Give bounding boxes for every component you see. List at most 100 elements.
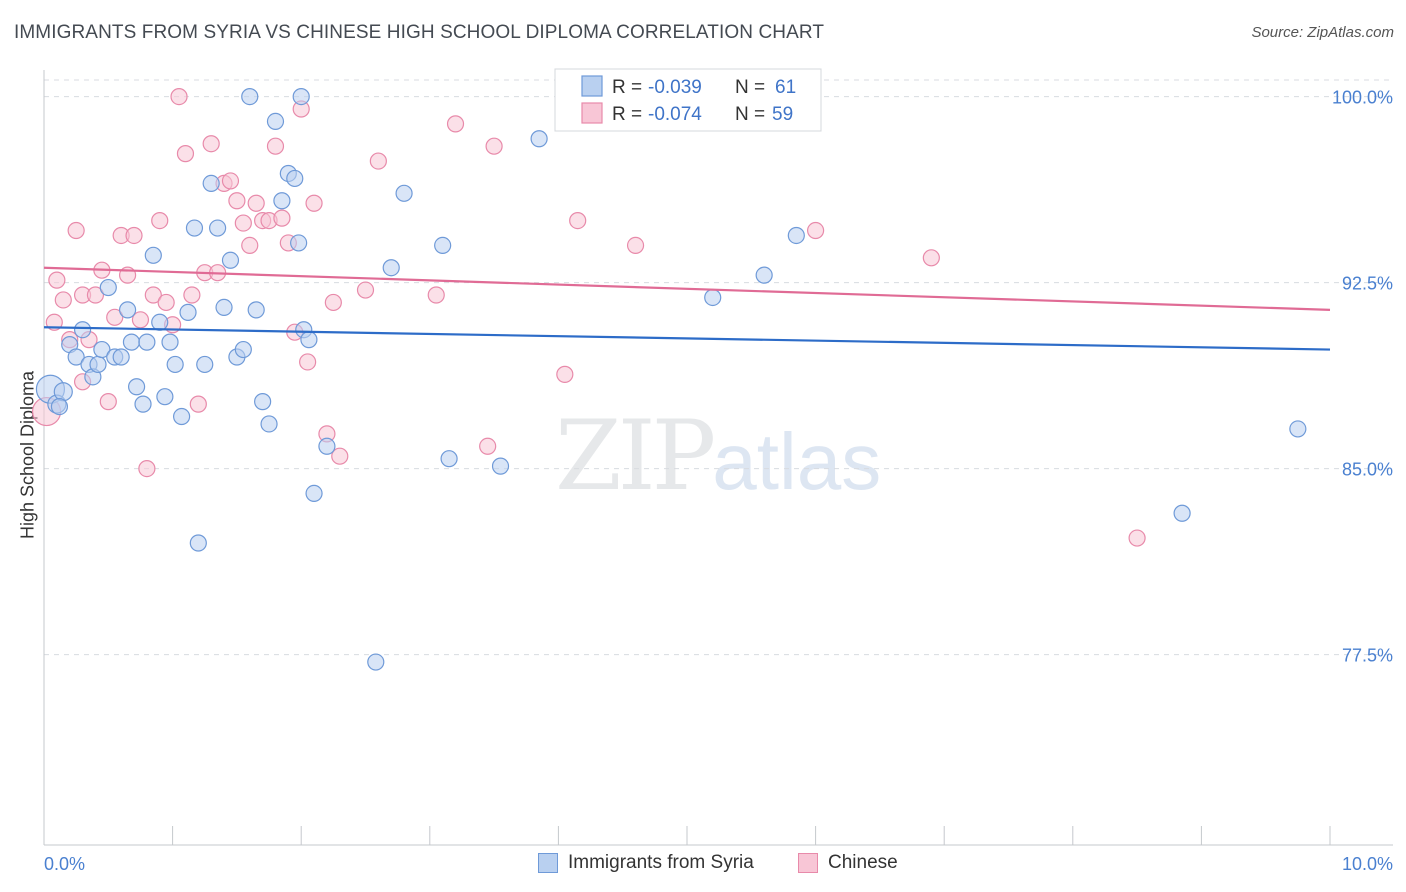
point-syria-5 — [73, 321, 92, 339]
point-syria-16 — [134, 395, 152, 413]
point-chinese-22 — [176, 145, 195, 163]
series-chinese — [31, 87, 1146, 547]
x-tick-label-0: 0.0% — [44, 854, 85, 874]
point-chinese-50 — [479, 437, 497, 455]
point-syria-34 — [241, 87, 259, 106]
bottom-legend: Immigrants from Syria Chinese — [0, 852, 1406, 880]
point-chinese-57 — [1128, 529, 1146, 547]
point-chinese-54 — [626, 236, 645, 254]
point-syria-52 — [440, 450, 458, 468]
point-syria-26 — [189, 534, 207, 552]
point-syria-56 — [755, 266, 773, 284]
point-chinese-46 — [356, 281, 375, 299]
point-syria-42 — [290, 234, 308, 252]
point-chinese-17 — [144, 286, 162, 304]
watermark: ZIPatlas — [555, 400, 881, 512]
legend-n-value-chinese: 59 — [772, 104, 793, 125]
legend-item-chinese[interactable]: Chinese — [798, 852, 898, 874]
point-chinese-51 — [485, 137, 503, 155]
point-chinese-42 — [305, 194, 323, 212]
point-chinese-53 — [569, 212, 587, 230]
source-label: Source: ZipAtlas.com — [1251, 24, 1394, 41]
point-syria-58 — [1173, 504, 1191, 522]
point-syria-33 — [234, 340, 252, 359]
point-chinese-44 — [331, 447, 349, 465]
point-syria-12 — [112, 348, 130, 366]
point-syria-19 — [151, 313, 169, 331]
point-chinese-49 — [446, 115, 465, 133]
point-chinese-55 — [806, 221, 825, 240]
point-syria-28 — [202, 174, 220, 192]
point-chinese-36 — [266, 137, 285, 155]
axes — [43, 70, 1393, 846]
point-chinese-10 — [99, 393, 117, 411]
point-syria-10 — [99, 278, 117, 297]
point-syria-25 — [185, 219, 204, 237]
legend-r-label-chinese: R = — [612, 104, 642, 125]
point-chinese-48 — [427, 286, 445, 304]
point-chinese-11 — [106, 308, 124, 326]
point-chinese-18 — [151, 212, 169, 230]
point-syria-21 — [161, 333, 179, 351]
series-immigrants-from-syria — [35, 87, 1307, 671]
point-chinese-21 — [170, 87, 188, 106]
point-syria-23 — [173, 407, 191, 426]
point-chinese-19 — [157, 293, 175, 312]
point-syria-37 — [260, 415, 278, 433]
point-chinese-30 — [228, 192, 246, 210]
point-syria-48 — [367, 653, 385, 671]
legend-swatch-syria-bottom — [538, 853, 558, 873]
tick-labels: 77.5% 85.0% 92.5% 100.0% 0.0% 10.0% — [44, 88, 1393, 874]
watermark-atlas: atlas — [712, 417, 882, 506]
point-chinese-41 — [299, 353, 317, 371]
point-syria-47 — [318, 437, 336, 455]
point-chinese-29 — [221, 172, 240, 190]
legend-n-label-chinese: N = — [735, 104, 765, 125]
legend-swatch-chinese — [581, 102, 603, 124]
point-chinese-32 — [241, 236, 259, 254]
point-syria-20 — [156, 388, 174, 406]
chart-title: IMMIGRANTS FROM SYRIA VS CHINESE HIGH SC… — [14, 22, 825, 43]
point-chinese-47 — [369, 152, 387, 170]
point-syria-13 — [118, 301, 137, 319]
y-tick-label-2: 92.5% — [1342, 274, 1393, 294]
point-chinese-15 — [131, 311, 150, 329]
point-syria-51 — [434, 236, 452, 254]
y-tick-label-3: 100.0% — [1332, 88, 1393, 108]
legend-label-syria: Immigrants from Syria — [568, 852, 754, 873]
point-syria-27 — [196, 355, 214, 374]
legend-r-value-syria: -0.039 — [648, 77, 702, 98]
point-syria-53 — [491, 457, 510, 475]
point-chinese-2 — [48, 271, 66, 289]
point-chinese-26 — [202, 135, 220, 153]
legend-n-value-syria: 61 — [775, 77, 796, 98]
top-legend: R = -0.039 N = 61 R = -0.074 N = 59 — [554, 68, 822, 132]
trend-line-chinese — [43, 266, 1331, 311]
point-syria-17 — [138, 333, 156, 351]
point-syria-22 — [166, 355, 184, 374]
point-chinese-56 — [922, 249, 940, 267]
point-chinese-3 — [54, 291, 72, 309]
point-syria-57 — [787, 226, 805, 245]
legend-swatch-chinese-bottom — [798, 853, 818, 873]
point-chinese-37 — [273, 209, 291, 227]
point-chinese-14 — [125, 226, 143, 245]
trend-line-syria — [43, 326, 1331, 351]
watermark-zip: ZIP — [555, 400, 716, 512]
legend-label-chinese: Chinese — [828, 852, 898, 873]
point-syria-44 — [300, 331, 318, 349]
point-syria-49 — [382, 259, 400, 277]
point-syria-30 — [215, 298, 233, 316]
point-chinese-33 — [247, 194, 265, 212]
y-tick-label-0: 77.5% — [1342, 646, 1393, 666]
point-syria-55 — [704, 288, 722, 307]
point-syria-54 — [530, 130, 548, 148]
point-syria-36 — [254, 393, 272, 411]
point-chinese-31 — [234, 214, 252, 232]
point-chinese-5 — [67, 221, 85, 240]
point-chinese-45 — [324, 293, 342, 312]
point-chinese-16 — [138, 460, 156, 478]
legend-swatch-syria — [581, 75, 603, 97]
legend-item-syria[interactable]: Immigrants from Syria — [538, 852, 754, 874]
point-syria-29 — [209, 219, 227, 237]
